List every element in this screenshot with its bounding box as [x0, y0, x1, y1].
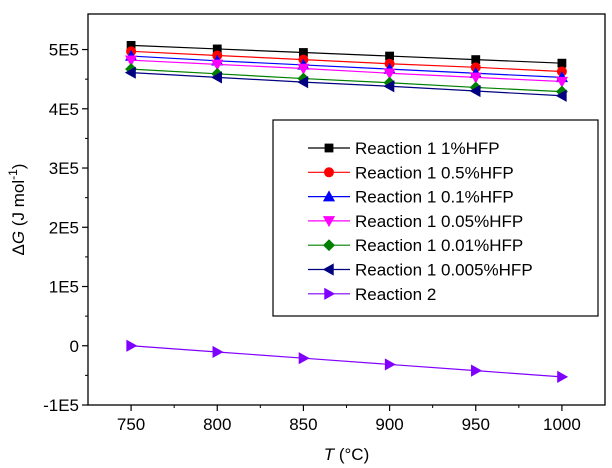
- legend-swatch-marker: [322, 216, 336, 228]
- legend-item: Reaction 1 1%HFP: [308, 139, 500, 158]
- y-label-variable: G: [9, 231, 28, 244]
- data-point: [211, 59, 224, 71]
- y-tick-label: 1E5: [49, 278, 79, 297]
- series-2: [126, 46, 567, 77]
- data-point: [125, 55, 138, 67]
- series-line: [131, 68, 562, 93]
- legend-label: Reaction 1 0.1%HFP: [355, 188, 514, 207]
- legend-item: Reaction 1 0.5%HFP: [308, 163, 514, 182]
- legend-swatch-marker: [322, 263, 334, 276]
- x-tick-label: 950: [462, 415, 490, 434]
- x-axis-label: T (°C): [324, 445, 370, 464]
- y-label-superscript: -1: [6, 169, 20, 180]
- legend-label: Reaction 1 0.005%HFP: [355, 261, 533, 280]
- legend: Reaction 1 1%HFP Reaction 1 0.5%HFP Reacti…: [272, 119, 599, 317]
- legend-swatch-marker: [323, 239, 335, 252]
- x-label-variable: T: [324, 445, 336, 464]
- data-point: [469, 84, 481, 98]
- legend-swatch-marker: [324, 287, 336, 300]
- legend-item: Reaction 1 0.05%HFP: [308, 212, 523, 231]
- data-point: [383, 80, 395, 93]
- data-point: [126, 339, 138, 352]
- data-point: [298, 352, 310, 365]
- y-label-close: ): [9, 164, 28, 170]
- y-tick-label: 4E5: [49, 100, 79, 119]
- legend-item: Reaction 1 0.005%HFP: [308, 261, 533, 280]
- x-tick-label: 1000: [543, 415, 581, 434]
- series-1: [126, 40, 567, 68]
- series-4: [125, 55, 568, 88]
- x-tick-label: 900: [375, 415, 403, 434]
- y-tick-label: 0: [70, 337, 79, 356]
- legend-label: Reaction 1 1%HFP: [355, 139, 500, 158]
- legend-label: Reaction 1 0.01%HFP: [355, 236, 523, 255]
- data-point: [212, 345, 224, 359]
- y-tick-label: 2E5: [49, 218, 79, 237]
- series-6: [124, 66, 567, 102]
- legend-label: Reaction 1 0.5%HFP: [355, 163, 514, 182]
- data-point: [297, 63, 310, 75]
- y-tick-label: -1E5: [43, 396, 79, 415]
- data-point: [211, 71, 222, 84]
- data-point: [555, 89, 567, 102]
- series-line: [131, 345, 562, 378]
- series-line: [131, 50, 562, 73]
- x-tick-label: 850: [289, 415, 317, 434]
- data-point: [557, 58, 567, 68]
- data-point: [469, 72, 482, 84]
- y-axis: -1E5 0 1E5 2E5 3E5 4E5 5E5: [43, 41, 88, 415]
- data-point: [297, 76, 309, 89]
- x-tick-label: 800: [203, 415, 231, 434]
- series-line: [131, 72, 562, 97]
- legend-swatch-marker: [324, 143, 334, 153]
- x-tick-label: 750: [117, 415, 145, 434]
- series-line: [131, 55, 562, 78]
- data-point: [124, 66, 136, 79]
- y-label-unit: (J mol: [9, 180, 28, 231]
- data-point: [557, 370, 569, 383]
- data-point: [384, 358, 396, 371]
- legend-label: Reaction 2: [355, 285, 436, 304]
- legend-item: Reaction 2: [308, 285, 436, 304]
- data-point: [555, 76, 568, 88]
- x-axis: 750 800 850 900 950 1000: [117, 405, 581, 434]
- legend-swatch-marker: [323, 167, 334, 178]
- y-tick-label: 5E5: [49, 41, 79, 60]
- legend-item: Reaction 1 0.01%HFP: [308, 236, 523, 255]
- series-line: [131, 44, 562, 64]
- legend-item: Reaction 1 0.1%HFP: [308, 188, 514, 207]
- data-point: [471, 364, 482, 377]
- series-layer: [124, 40, 569, 383]
- series-line: [131, 59, 562, 83]
- data-point: [383, 68, 396, 80]
- series-3: [125, 49, 568, 83]
- x-label-unit: (°C): [334, 445, 369, 464]
- y-label-prefix: Δ: [9, 244, 28, 255]
- legend-label: Reaction 1 0.05%HFP: [355, 212, 523, 231]
- series-7: [126, 339, 569, 383]
- legend-swatch-marker: [322, 190, 336, 202]
- y-tick-label: 3E5: [49, 159, 79, 178]
- y-axis-label: ΔG (J mol-1): [6, 164, 28, 256]
